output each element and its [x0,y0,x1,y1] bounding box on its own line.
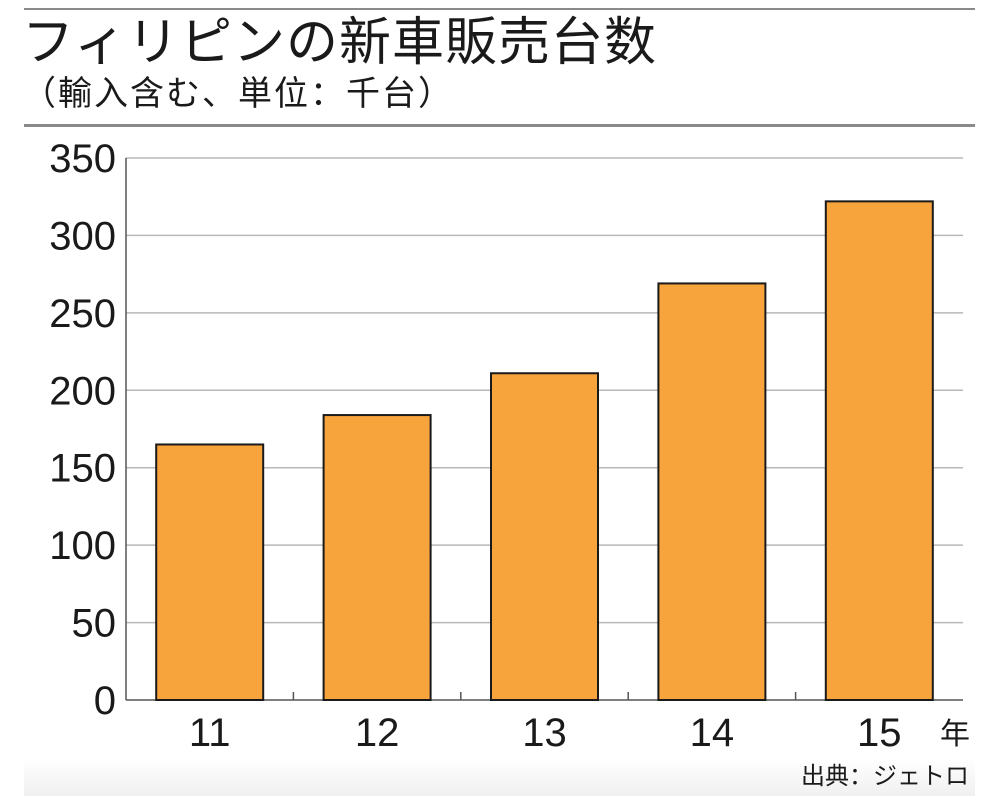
x-tick-label: 12 [355,711,400,755]
bar [155,443,265,701]
x-tick-label: 15 [857,711,902,755]
y-tick-label: 350 [49,137,116,181]
y-tick-label: 200 [49,369,116,413]
x-tick-labels: 11 12 13 14 15 年 [189,711,970,755]
source-band [24,758,975,796]
y-tick-label: 300 [49,214,116,258]
y-tick-label: 250 [49,292,116,336]
y-tick-label: 100 [49,524,116,568]
y-tick-label: 50 [72,602,117,646]
source-note: 出典：ジェトロ [801,762,969,790]
bars [155,200,934,702]
bar [322,414,432,701]
x-tick-label: 14 [690,711,735,755]
y-tick-label: 0 [94,679,116,723]
y-tick-label: 150 [49,447,116,491]
header-rule [24,124,975,127]
bar [824,200,934,702]
bar [490,372,599,701]
chart-title: フィリピンの新車販売台数 [22,13,657,73]
bar [657,282,767,701]
top-rule [24,8,975,10]
x-tick-label: 11 [189,711,231,755]
x-tick-label: 13 [522,711,567,755]
chart-subtitle: （輸入含む、単位：千台） [22,74,454,114]
y-tick-labels: 0 50 100 150 200 250 300 350 [49,137,116,723]
x-axis-label: 年 [940,717,970,752]
